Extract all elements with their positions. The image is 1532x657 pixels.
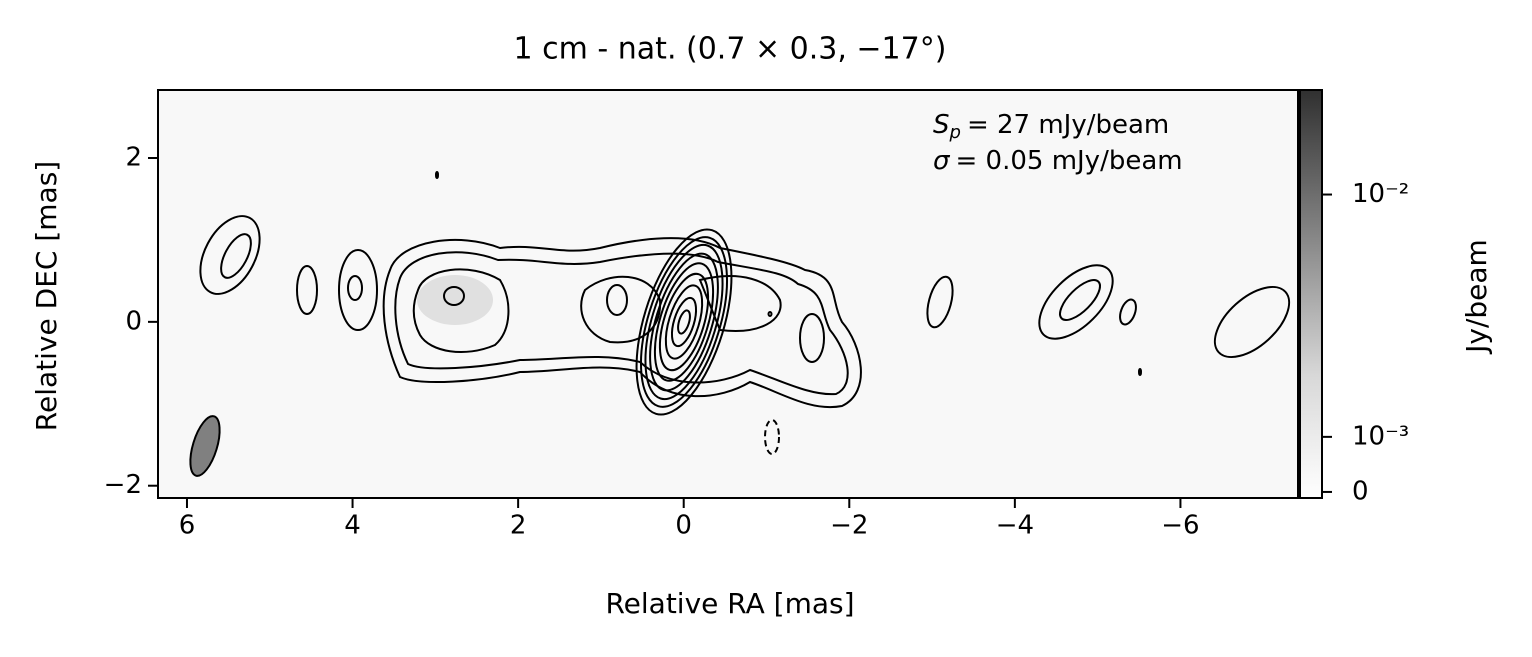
x-tick-label: −4	[996, 511, 1034, 541]
y-tick-label: 0	[125, 306, 142, 336]
contour	[382, 237, 862, 409]
contour	[220, 233, 252, 279]
contour	[764, 419, 780, 455]
colorbar-tick-label: 10⁻³	[1352, 421, 1409, 451]
contour	[1119, 298, 1137, 326]
x-tick-label: 2	[510, 511, 527, 541]
contour	[394, 251, 849, 396]
contour	[1213, 286, 1291, 358]
contour	[580, 275, 662, 344]
annotation: σ = 0.05 mJy/beam	[933, 146, 1183, 176]
contour	[799, 313, 825, 363]
colorbar-tick-label: 10⁻²	[1352, 179, 1409, 209]
annotation: Sp = 27 mJy/beam	[933, 110, 1169, 144]
contour	[926, 275, 954, 329]
y-tick-label: −2	[104, 470, 142, 500]
contour	[649, 252, 719, 392]
contour	[653, 262, 715, 382]
contours	[199, 171, 1291, 455]
contour	[644, 243, 724, 401]
contour	[664, 284, 704, 360]
contour	[1138, 368, 1142, 376]
contour	[1038, 264, 1114, 340]
x-tick-label: −2	[830, 511, 868, 541]
contour	[338, 249, 378, 331]
x-tick-label: 4	[344, 511, 361, 541]
contour	[670, 296, 698, 348]
beam	[189, 415, 221, 477]
contour	[606, 284, 628, 316]
contour	[767, 311, 773, 317]
x-tick-label: 0	[675, 511, 692, 541]
y-axis-label: Relative DEC [mas]	[30, 161, 63, 431]
x-axis-label: Relative RA [mas]	[605, 587, 854, 620]
chart-title: 1 cm - nat. (0.7 × 0.3, −17°)	[514, 32, 947, 67]
contour	[640, 236, 728, 408]
contour	[412, 268, 510, 353]
contour	[199, 215, 261, 295]
colorbar	[1299, 89, 1323, 499]
x-tick-label: −6	[1161, 511, 1199, 541]
contour	[1059, 279, 1101, 321]
contour	[635, 228, 733, 416]
contour	[443, 286, 465, 306]
contour	[296, 265, 318, 315]
plot-frame	[157, 89, 1299, 499]
x-tick-label: 6	[179, 511, 196, 541]
colorbar-tick-label: 0	[1352, 476, 1369, 506]
colorbar-label: Jy/beam	[1460, 239, 1493, 355]
contour	[677, 309, 691, 335]
contour	[435, 171, 439, 179]
y-tick-label: 2	[125, 143, 142, 173]
contour	[347, 275, 363, 301]
emission	[417, 275, 493, 325]
contour	[658, 272, 710, 372]
contour	[698, 275, 782, 332]
